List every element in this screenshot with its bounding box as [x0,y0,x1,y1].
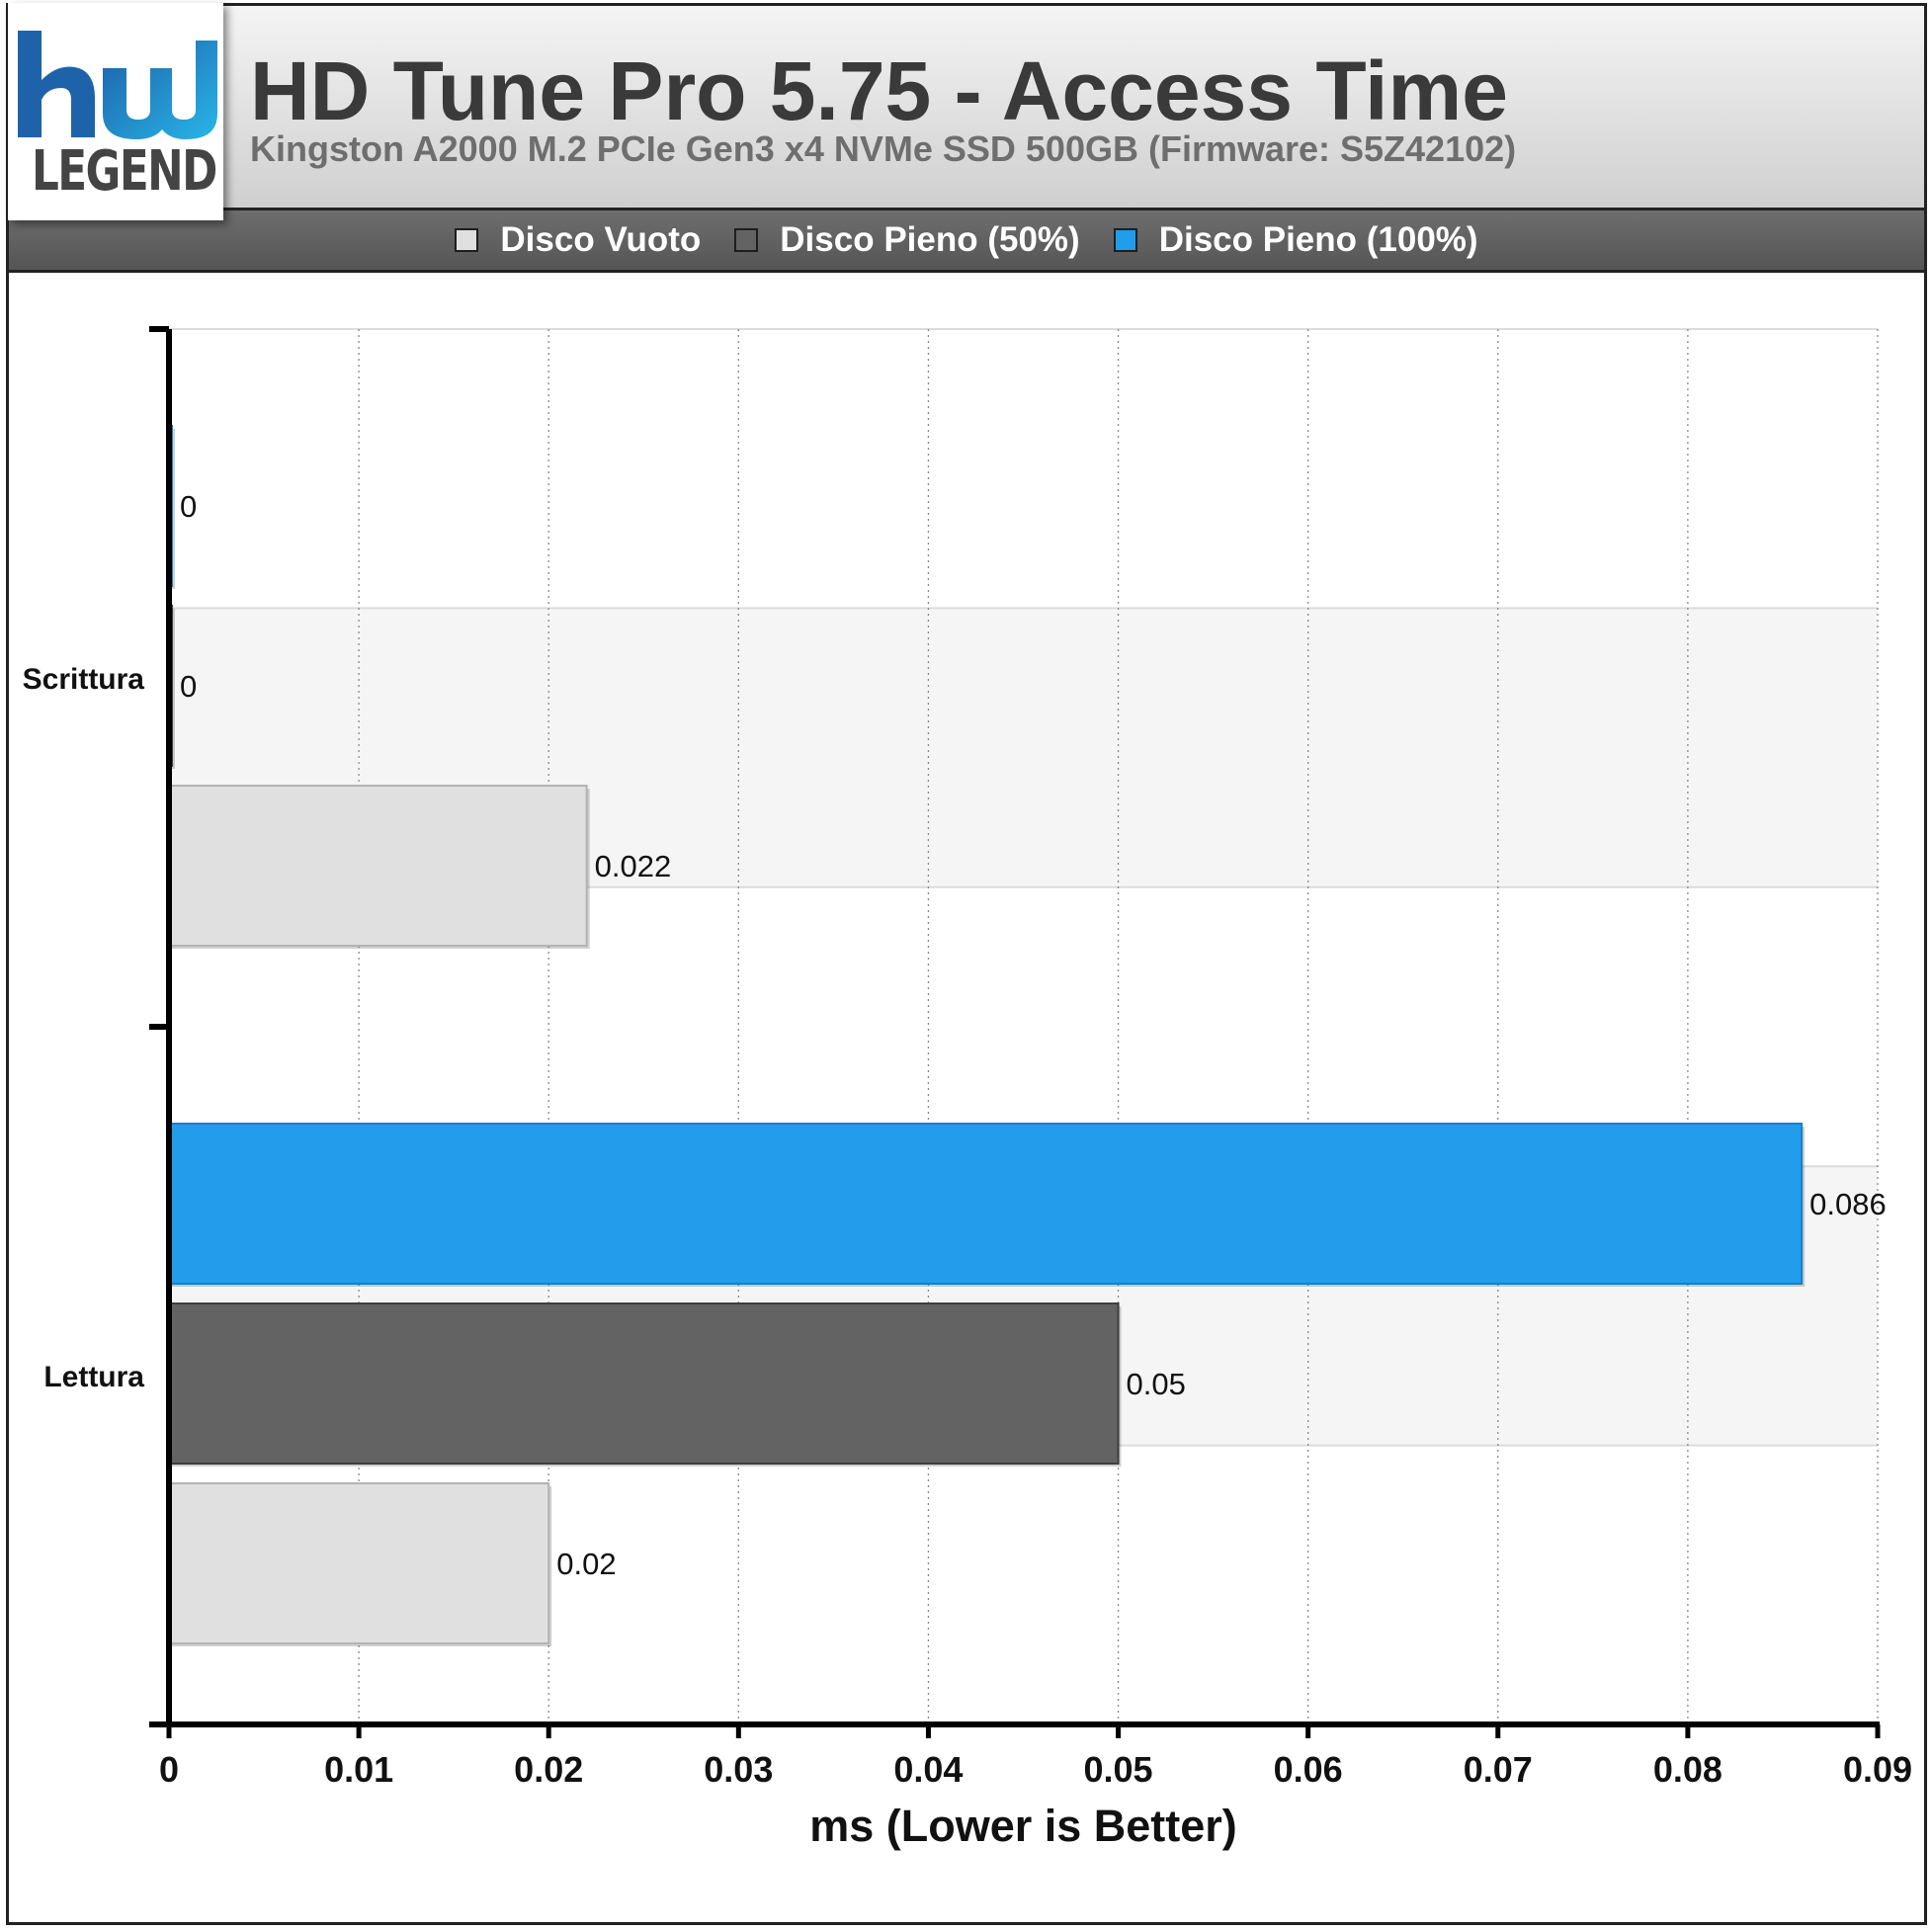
bar [168,1482,550,1644]
x-axis-label: ms (Lower is Better) [809,1801,1237,1851]
legend-label-half: Disco Pieno (50%) [780,220,1080,259]
bar-value-label: 0.05 [1127,1367,1186,1401]
chart-subtitle: Kingston A2000 M.2 PCIe Gen3 x4 NVMe SSD… [250,128,1517,169]
x-tick-label: 0.07 [1464,1749,1533,1790]
logo-mark-icon [18,31,217,139]
y-tick-label: Lettura [43,1361,144,1393]
legend-item-half: Disco Pieno (50%) [734,220,1080,260]
x-tick-label: 0.01 [324,1749,393,1790]
chart-legend: Disco Vuoto Disco Pieno (50%) Disco Pien… [6,208,1927,273]
site-logo: LEGEND [8,3,223,220]
x-tick-label: 0.05 [1084,1749,1153,1790]
chart-title: HD Tune Pro 5.75 - Access Time [250,44,1508,137]
legend-label-empty: Disco Vuoto [500,220,702,259]
bar-value-label: 0.02 [556,1547,616,1581]
x-tick-label: 0.08 [1653,1749,1722,1790]
bar-value-label: 0 [180,669,197,704]
logo-text: LEGEND [31,139,217,204]
x-tick-label: 0.03 [704,1749,773,1790]
bar-value-label: 0 [180,489,197,524]
bar [168,1302,1120,1465]
bar-shadow [172,609,175,769]
chart-header: HD Tune Pro 5.75 - Access Time Kingston … [6,3,1927,210]
legend-swatch-empty [455,228,479,252]
x-tick-label: 0.09 [1843,1749,1912,1790]
bar-value-label: 0.086 [1809,1187,1887,1221]
y-tick-label: Scrittura [23,663,145,696]
x-tick-label: 0.06 [1274,1749,1343,1790]
plot-band [169,329,1878,609]
bar-value-label: 0.022 [595,849,672,883]
x-tick-label: 0 [159,1749,179,1790]
bar [168,1123,1804,1285]
x-tick-label: 0.02 [514,1749,583,1790]
legend-swatch-full [1113,228,1137,252]
bar [168,785,588,947]
legend-item-empty: Disco Vuoto [455,220,701,260]
x-tick-label: 0.04 [893,1749,963,1790]
legend-item-full: Disco Pieno (100%) [1113,220,1478,260]
legend-swatch-half [734,228,759,252]
bar-shadow [172,429,175,589]
legend-label-full: Disco Pieno (100%) [1158,220,1478,259]
